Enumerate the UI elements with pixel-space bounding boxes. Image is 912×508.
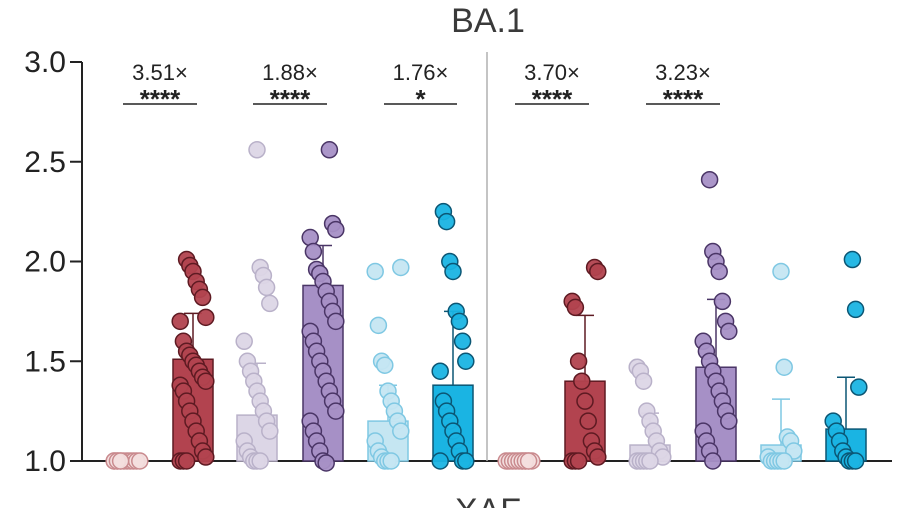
fold-change-label: 1.88× [262, 60, 318, 85]
y-tick-label: 3.0 [24, 46, 66, 79]
data-point [111, 452, 130, 470]
data-point [131, 452, 149, 470]
data-point [261, 294, 279, 313]
data-point [171, 312, 189, 331]
data-point [576, 392, 594, 410]
significance-label: **** [663, 84, 704, 114]
data-point [366, 262, 384, 281]
significance-label: **** [140, 84, 181, 114]
data-point [197, 308, 215, 327]
data-point [197, 448, 215, 466]
data-point [327, 402, 345, 420]
chart-title: BA.1 [451, 2, 525, 40]
data-point [589, 448, 607, 466]
data-point [251, 452, 269, 470]
data-point [573, 372, 591, 390]
significance-label: **** [270, 84, 311, 114]
data-point [641, 452, 659, 470]
y-tick-label: 1.5 [24, 345, 66, 378]
data-point [710, 262, 728, 281]
data-point [634, 372, 653, 390]
y-tick-label: 2.0 [24, 246, 66, 279]
y-tick-label: 1.0 [24, 445, 66, 478]
data-point [193, 288, 212, 307]
data-point [261, 422, 279, 440]
data-point [700, 170, 719, 189]
data-point [775, 358, 793, 376]
data-point [320, 141, 339, 159]
data-point [392, 422, 410, 440]
data-point [566, 298, 585, 317]
data-point [257, 278, 276, 297]
data-point [846, 300, 865, 319]
data-point [235, 332, 253, 351]
data-point [589, 262, 607, 281]
data-point [713, 292, 732, 311]
data-point [304, 242, 323, 261]
data-point [519, 452, 538, 470]
data-point [450, 312, 469, 331]
fold-change-label: 1.76× [393, 60, 449, 85]
data-point [248, 141, 266, 159]
data-point [197, 372, 215, 390]
data-point [453, 332, 472, 351]
data-point [327, 220, 345, 239]
data-point [444, 262, 462, 281]
data-point [843, 250, 862, 269]
significance-label: * [415, 84, 426, 114]
data-point [327, 312, 345, 331]
data-point [569, 452, 588, 470]
data-point [846, 452, 865, 470]
data-point [720, 322, 738, 341]
data-point [431, 362, 449, 380]
data-point [772, 262, 790, 281]
data-point [376, 356, 394, 374]
fold-change-label: 3.51× [132, 60, 188, 85]
data-point [369, 316, 388, 335]
significance-label: **** [532, 84, 573, 114]
data-point [579, 412, 597, 430]
data-point [177, 452, 196, 470]
axes: 1.0 1.5 2.0 2.5 3.0 [24, 46, 892, 478]
annotations: 3.51×****1.88×****1.76×*3.70×****3.23×**… [123, 60, 720, 114]
y-tick-label: 2.5 [24, 146, 66, 179]
fold-change-label: 3.70× [524, 60, 580, 85]
fold-change-label: 3.23× [655, 60, 711, 85]
data-points [105, 141, 868, 472]
data-point [850, 378, 868, 396]
data-point [317, 454, 335, 472]
data-point [457, 352, 475, 370]
data-point [392, 258, 410, 277]
data-point [431, 452, 449, 470]
data-point [720, 412, 738, 430]
data-point [437, 212, 456, 231]
data-point [457, 452, 475, 470]
data-point [704, 452, 722, 470]
data-point [775, 452, 793, 470]
data-point [382, 452, 400, 470]
x-axis-label: XAF [455, 492, 521, 508]
data-point [569, 352, 588, 370]
